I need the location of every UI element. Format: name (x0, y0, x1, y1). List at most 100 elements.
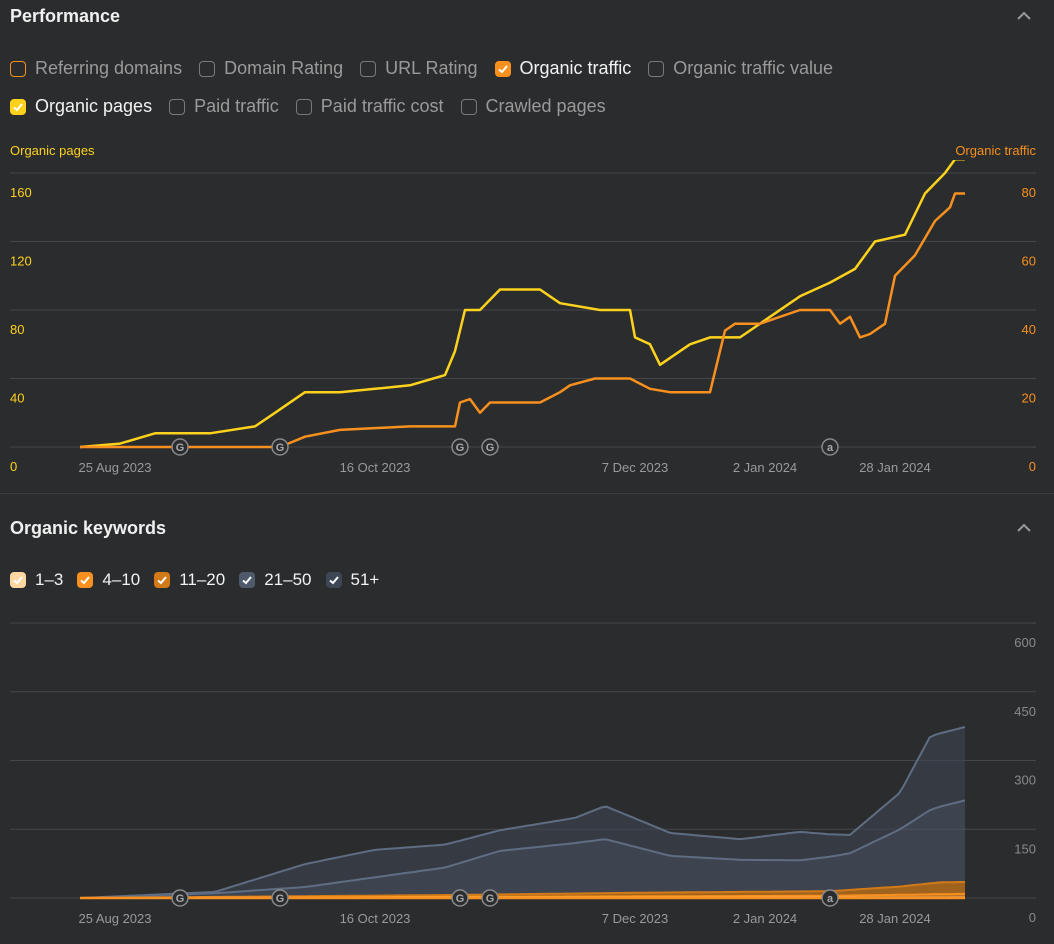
ahrefs-annotation-icon[interactable]: a (821, 438, 839, 456)
svg-text:G: G (276, 442, 285, 454)
right-tick-label: 60 (1022, 254, 1036, 269)
right-tick-label: 600 (1014, 635, 1036, 650)
right-axis-title: Organic traffic (955, 143, 1036, 158)
right-tick-label: 450 (1014, 704, 1036, 719)
x-tick-label: 7 Dec 2023 (602, 911, 669, 926)
right-tick-label: 0 (1029, 910, 1036, 925)
right-tick-label: 300 (1014, 773, 1036, 788)
left-tick-label: 40 (10, 391, 24, 406)
left-axis-title: Organic pages (10, 143, 95, 158)
checkbox-21-50[interactable]: 21–50 (239, 570, 312, 590)
checkbox-domain-rating[interactable]: Domain Rating (199, 58, 343, 79)
checkbox-unchecked-icon (169, 98, 186, 115)
area-11-20[interactable] (80, 882, 965, 898)
checkbox-organic-pages[interactable]: Organic pages (10, 96, 152, 117)
collapse-performance-button[interactable] (1014, 6, 1034, 26)
svg-text:G: G (456, 442, 465, 454)
checkbox-label: 1–3 (35, 570, 64, 589)
checkbox-unchecked-icon (648, 60, 665, 77)
checkbox-label: 4–10 (102, 570, 141, 589)
x-tick-label: 16 Oct 2023 (340, 460, 411, 475)
svg-text:G: G (276, 893, 285, 905)
checkbox-label: Crawled pages (485, 96, 606, 116)
checkbox-51[interactable]: 51+ (325, 570, 380, 590)
left-tick-label: 160 (10, 185, 32, 200)
collapse-keywords-button[interactable] (1014, 518, 1034, 538)
left-tick-label: 80 (10, 322, 24, 337)
checkbox-label: Organic pages (35, 96, 153, 116)
performance-chart[interactable]: 0 40 80 120 160 0 20 40 60 80 25 Aug 2023 16 Oct 20… (0, 160, 1054, 490)
svg-text:G: G (456, 893, 465, 905)
google-update-icon[interactable]: G (171, 889, 189, 907)
right-tick-label: 150 (1014, 841, 1036, 856)
checkbox-label: 51+ (350, 570, 380, 589)
google-update-icon[interactable]: G (451, 889, 469, 907)
checkbox-checked-icon (10, 572, 26, 588)
series-line-21-50 (79, 799, 966, 899)
checkbox-checked-icon (494, 60, 511, 77)
checkbox-11-20[interactable]: 11–20 (154, 570, 225, 590)
grid (10, 172, 1036, 448)
checkbox-label: Organic traffic (519, 58, 632, 78)
x-tick-label: 25 Aug 2023 (78, 460, 151, 475)
checkbox-unchecked-icon (460, 98, 477, 115)
google-update-icon[interactable]: G (271, 438, 289, 456)
checkbox-paid-traffic[interactable]: Paid traffic (169, 96, 279, 117)
checkbox-organic-traffic-value[interactable]: Organic traffic value (648, 58, 833, 79)
checkbox-checked-icon (325, 572, 342, 588)
checkbox-checked-icon (154, 572, 171, 588)
right-tick-label: 40 (1022, 322, 1036, 337)
x-tick-label: 28 Jan 2024 (859, 911, 931, 926)
left-tick-label: 0 (10, 459, 17, 474)
google-update-icon[interactable]: G (171, 438, 189, 456)
svg-text:G: G (486, 893, 495, 905)
right-tick-label: 20 (1022, 391, 1036, 406)
right-tick-label: 80 (1022, 185, 1036, 200)
svg-text:a: a (827, 893, 834, 905)
checkbox-organic-traffic[interactable]: Organic traffic (494, 58, 632, 79)
ahrefs-annotation-icon[interactable]: a (821, 889, 839, 907)
checkbox-1-3[interactable]: 1–3 (10, 570, 63, 590)
series-line-51 (79, 726, 966, 899)
chevron-up-icon (1017, 11, 1031, 20)
metric-checkbox-row: Organic pages Paid traffic Paid traffic co… (10, 96, 623, 117)
metric-checkbox-row: Referring domains Domain Rating URL Rating… (10, 58, 850, 79)
svg-text:G: G (176, 893, 185, 905)
svg-text:G: G (176, 442, 185, 454)
x-tick-label: 28 Jan 2024 (859, 460, 931, 475)
svg-text:a: a (827, 442, 834, 454)
checkbox-label: URL Rating (385, 58, 478, 78)
checkbox-paid-traffic-cost[interactable]: Paid traffic cost (295, 96, 444, 117)
x-tick-label: 25 Aug 2023 (78, 911, 151, 926)
performance-section: Performance Referring domains Domain Rati… (0, 6, 1054, 490)
series-line-organic-pages[interactable] (79, 160, 965, 449)
checkbox-unchecked-icon (10, 60, 26, 77)
checkbox-label: Paid traffic (194, 96, 279, 116)
series-line-organic-traffic[interactable] (80, 192, 965, 449)
checkbox-label: Referring domains (35, 58, 183, 78)
checkbox-4-10[interactable]: 4–10 (77, 570, 140, 590)
google-update-icon[interactable]: G (481, 889, 499, 907)
chevron-up-icon (1017, 523, 1031, 532)
area-51[interactable] (80, 727, 965, 898)
google-update-icon[interactable]: G (271, 889, 289, 907)
checkbox-unchecked-icon (199, 60, 216, 77)
checkbox-referring-domains[interactable]: Referring domains (10, 58, 182, 79)
checkbox-unchecked-icon (360, 60, 377, 77)
x-tick-label: 7 Dec 2023 (602, 460, 669, 475)
google-update-icon[interactable]: G (451, 438, 469, 456)
checkbox-label: Paid traffic cost (320, 96, 444, 116)
checkbox-crawled-pages[interactable]: Crawled pages (460, 96, 606, 117)
organic-keywords-section: Organic keywords 1–3 4–10 11–20 21–50 51+ 0 1… (0, 493, 1054, 944)
google-update-icon[interactable]: G (481, 438, 499, 456)
checkbox-checked-icon (77, 572, 94, 588)
performance-title: Performance (10, 6, 121, 26)
checkbox-url-rating[interactable]: URL Rating (360, 58, 478, 79)
keyword-range-row: 1–3 4–10 11–20 21–50 51+ (10, 570, 393, 590)
checkbox-label: 21–50 (264, 570, 312, 589)
checkbox-label: Organic traffic value (673, 58, 833, 78)
organic-keywords-chart[interactable]: 0 150 300 450 600 25 Aug 2023 16 Oct 2023 7 Dec… (0, 604, 1054, 934)
checkbox-checked-icon (239, 572, 256, 588)
checkbox-label: Domain Rating (224, 58, 344, 78)
svg-text:G: G (486, 442, 495, 454)
